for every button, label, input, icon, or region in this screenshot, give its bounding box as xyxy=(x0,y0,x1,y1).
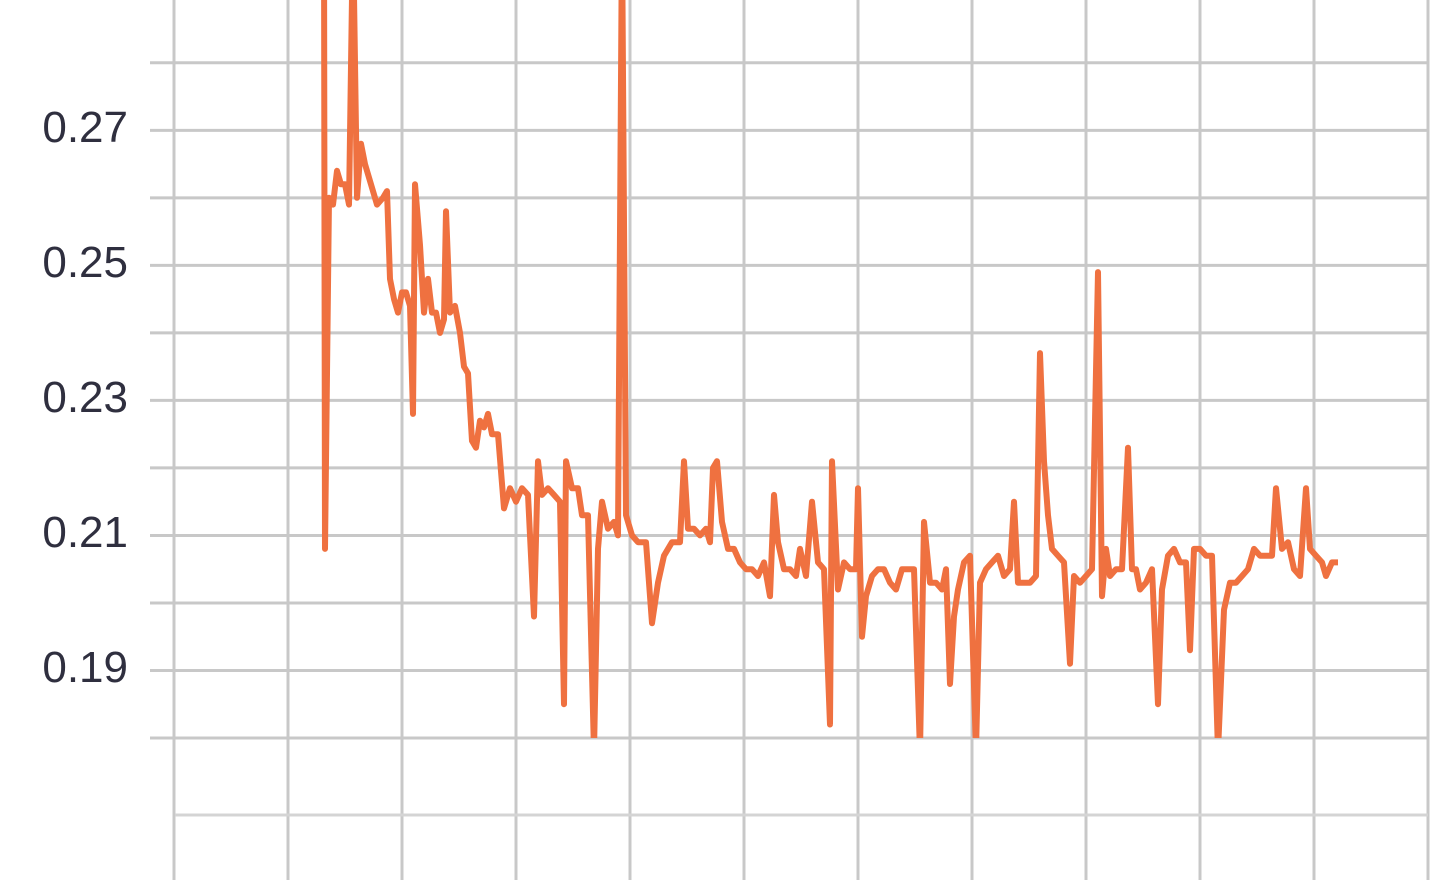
y-tick-label: 0.19 xyxy=(42,643,128,692)
y-tick-label: 0.25 xyxy=(42,238,128,287)
y-tick-label: 0.23 xyxy=(42,373,128,422)
grid xyxy=(150,0,1430,880)
series-line xyxy=(321,0,1338,738)
y-axis: 0.19 0.21 0.23 0.25 0.27 xyxy=(42,103,128,692)
y-tick-label: 0.27 xyxy=(42,103,128,152)
y-tick-label: 0.21 xyxy=(42,508,128,557)
plot-area xyxy=(321,0,1338,738)
